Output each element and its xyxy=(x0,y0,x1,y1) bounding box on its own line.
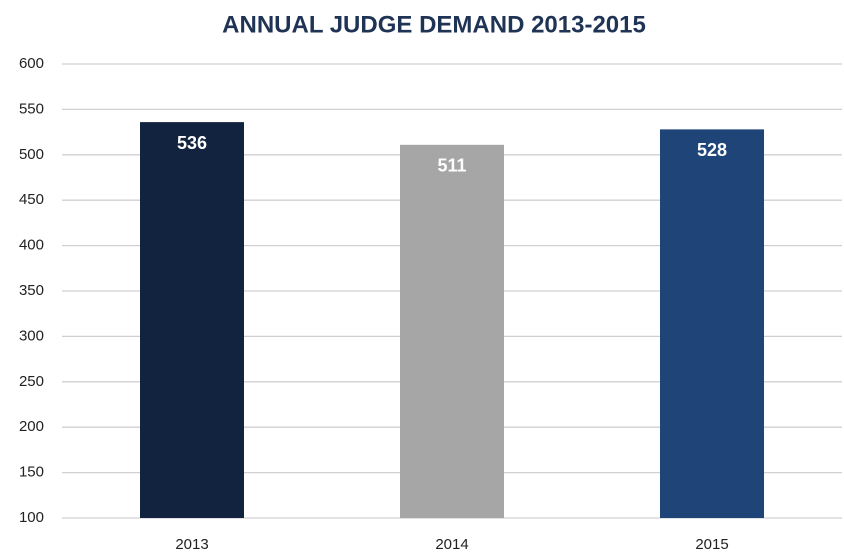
x-tick-label: 2014 xyxy=(435,536,468,553)
bar xyxy=(400,144,504,518)
y-tick-label: 200 xyxy=(19,418,44,435)
x-tick-label: 2015 xyxy=(695,536,728,553)
y-tick-label: 250 xyxy=(19,373,44,390)
x-tick-label: 2013 xyxy=(175,536,208,553)
y-tick-label: 600 xyxy=(19,55,44,72)
bar xyxy=(660,129,764,518)
chart-title: ANNUAL JUDGE DEMAND 2013-2015 xyxy=(222,11,646,38)
data-label: 511 xyxy=(437,156,466,176)
y-tick-label: 550 xyxy=(19,100,44,117)
y-tick-label: 500 xyxy=(19,146,44,163)
data-label: 528 xyxy=(697,140,727,160)
y-tick-label: 350 xyxy=(19,282,44,299)
bar xyxy=(140,122,244,518)
y-tick-label: 100 xyxy=(19,509,44,526)
y-tick-label: 300 xyxy=(19,327,44,344)
y-tick-label: 150 xyxy=(19,464,44,481)
data-label: 536 xyxy=(177,133,207,153)
y-tick-label: 400 xyxy=(19,237,44,254)
y-tick-label: 450 xyxy=(19,191,44,208)
